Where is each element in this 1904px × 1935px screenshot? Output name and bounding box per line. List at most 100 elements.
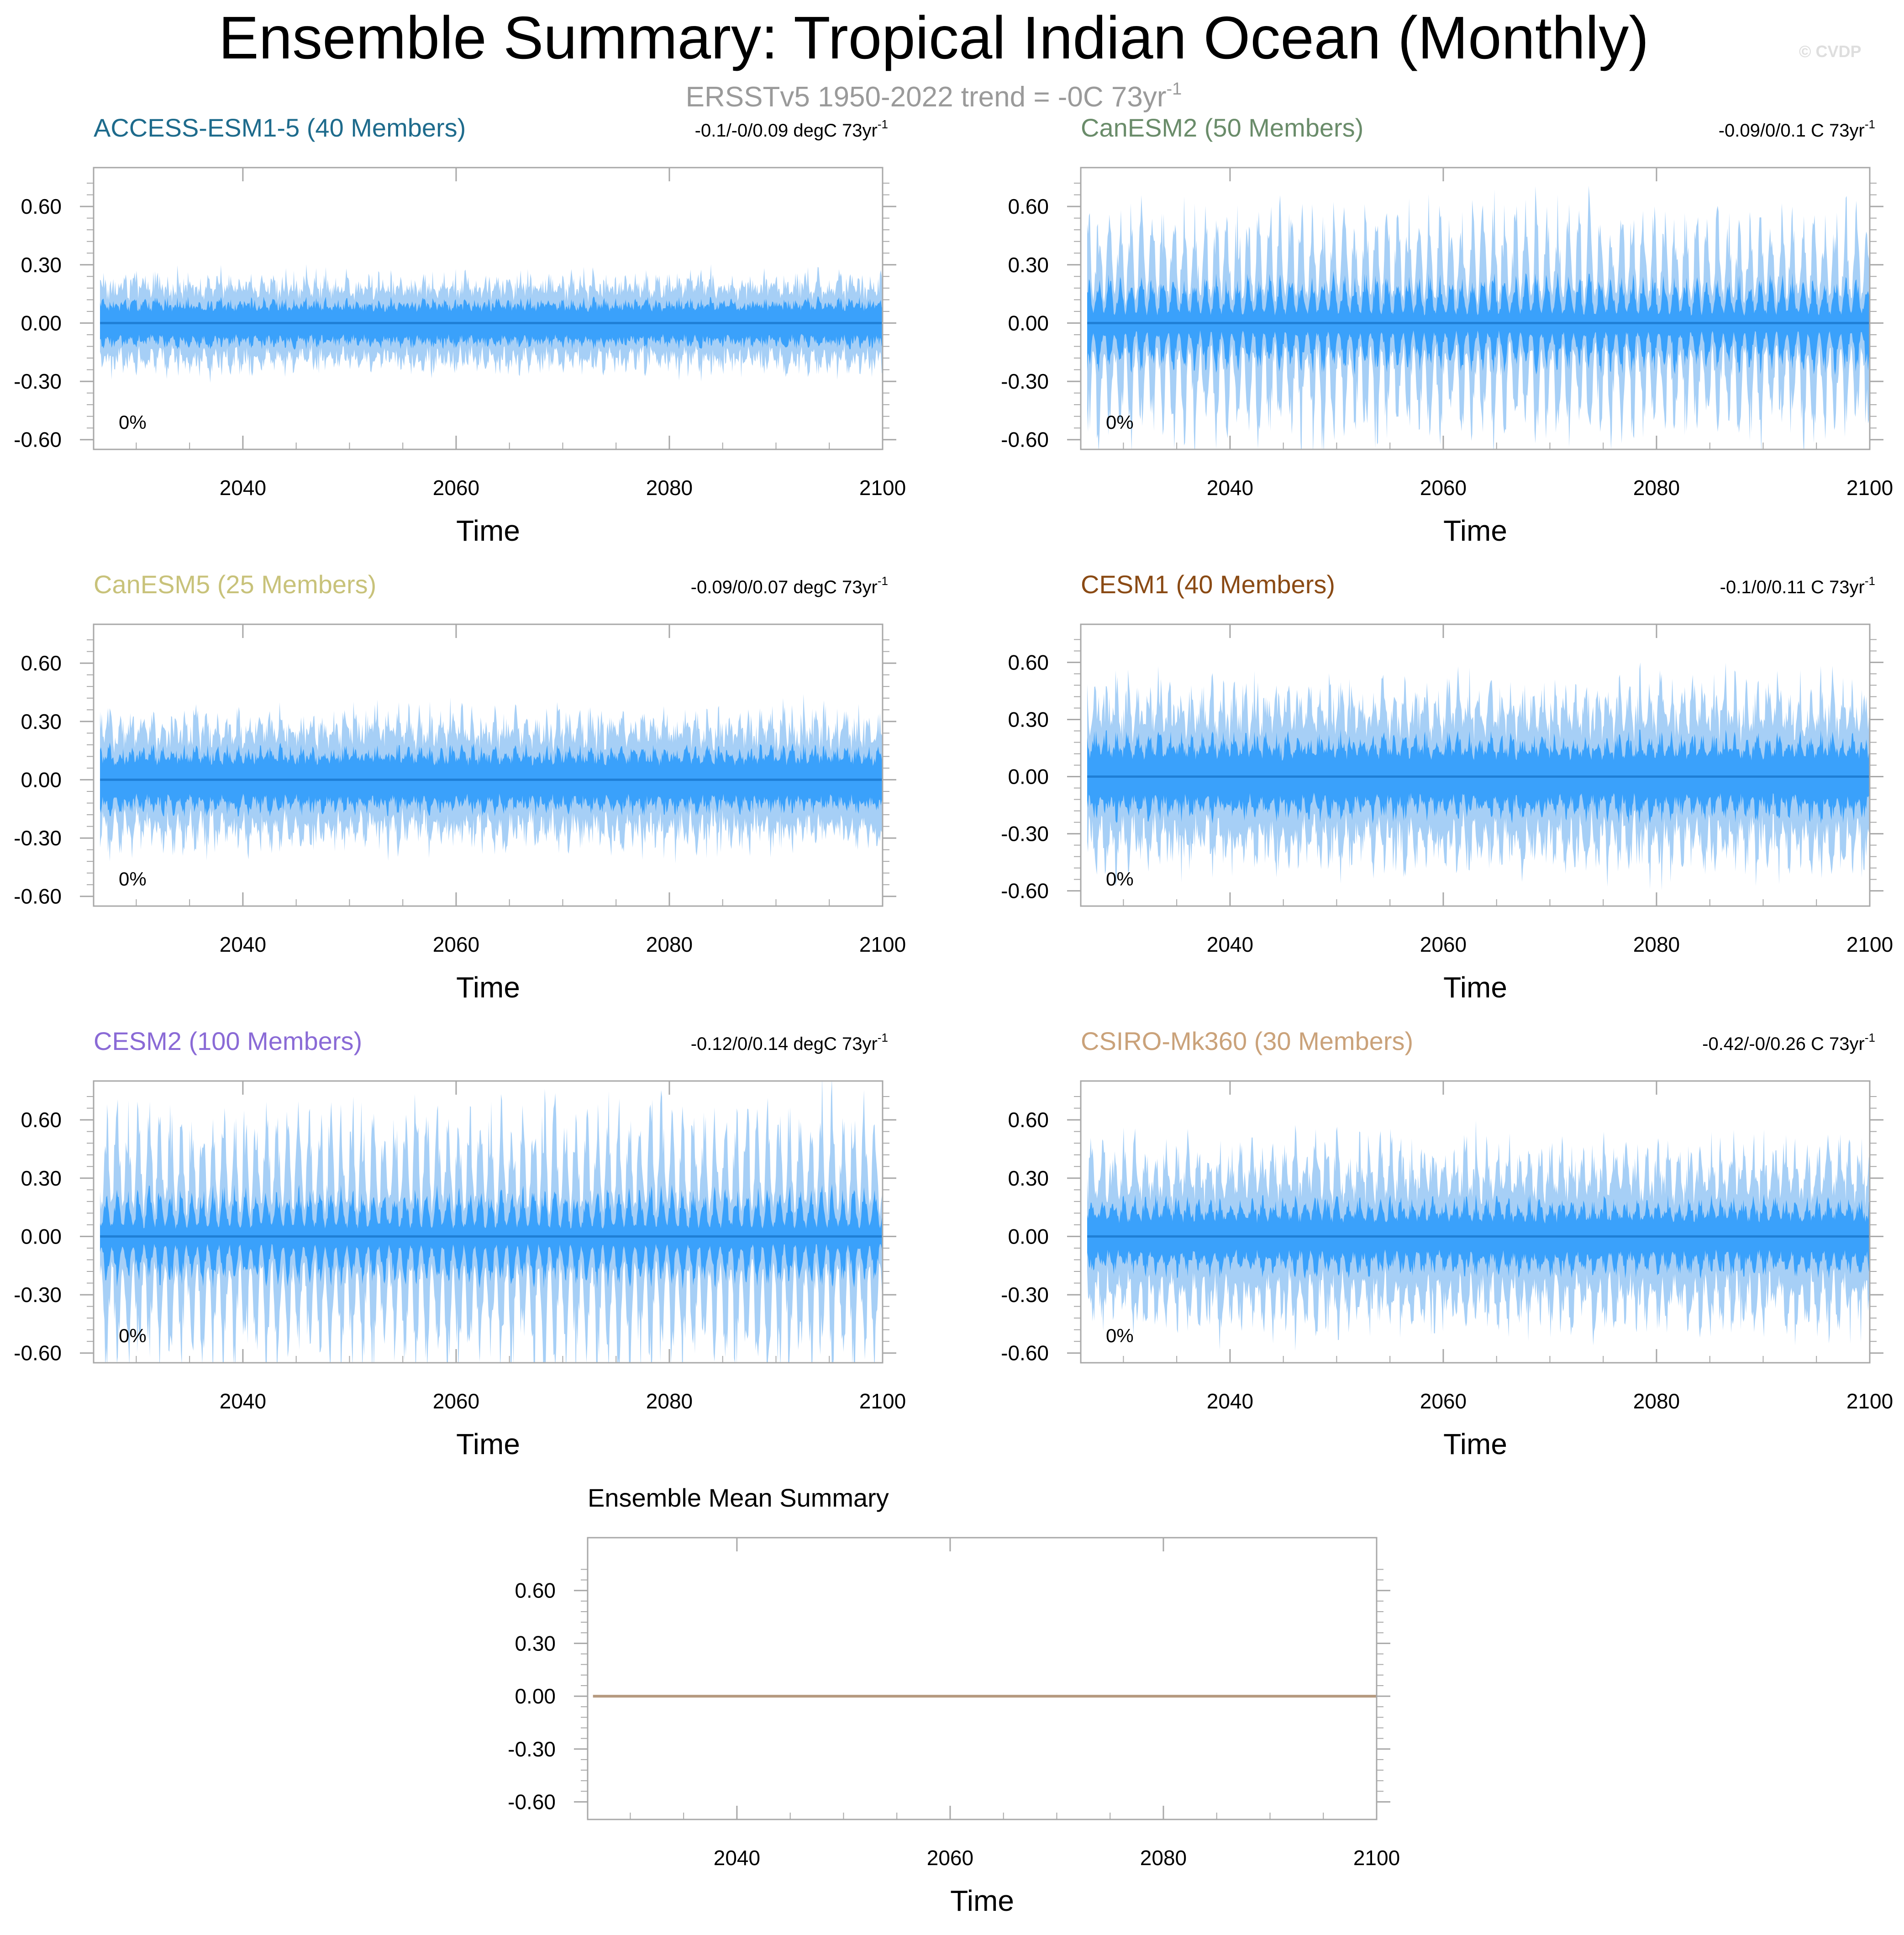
y-tick-label: 0.30 (515, 1631, 556, 1655)
x-tick-label: 2080 (1633, 1389, 1680, 1413)
panel-frame (1080, 1080, 1871, 1364)
y-tick-label: 0.60 (1008, 1108, 1049, 1132)
panel-6: CSIRO-Mk360 (30 Members) -0.42/-0/0.26 C … (1001, 1027, 1893, 1460)
y-tick-label: -0.30 (14, 369, 62, 393)
y-tick-label: 0.30 (21, 710, 62, 733)
x-axis-label: Time (950, 1884, 1014, 1917)
trend-label: -0.09/0/0.1 C 73yr-1 (1719, 117, 1875, 141)
y-tick-label: 0.30 (21, 253, 62, 277)
y-tick-label: -0.30 (14, 1283, 62, 1307)
panel-3: CanESM5 (25 Members) -0.09/0/0.07 degC 73… (14, 570, 906, 1004)
x-tick-label: 2060 (1420, 1389, 1467, 1413)
x-tick-label: 2100 (1353, 1846, 1400, 1870)
x-tick-label: 2100 (1846, 933, 1893, 956)
y-tick-label: -0.60 (1001, 1341, 1049, 1365)
x-tick-label: 2060 (1420, 933, 1467, 956)
y-tick-label: 0.00 (1008, 765, 1049, 789)
panel-frame (93, 623, 884, 907)
y-tick-label: 0.00 (1008, 1224, 1049, 1248)
y-tick-label: 0.30 (1008, 253, 1049, 277)
y-tick-label: -0.30 (1001, 822, 1049, 846)
cvdp-watermark: © CVDP (1799, 42, 1862, 61)
y-tick-label: -0.60 (14, 885, 62, 908)
x-tick-label: 2080 (646, 933, 693, 956)
panel-title: CanESM2 (50 Members) (1081, 113, 1363, 142)
y-tick-label: 0.60 (1008, 195, 1049, 218)
y-tick-label: 0.00 (21, 1224, 62, 1248)
x-tick-label: 2100 (859, 1389, 906, 1413)
trend-label: -0.1/-0/0.09 degC 73yr-1 (695, 117, 888, 141)
y-tick-label: 0.60 (1008, 650, 1049, 674)
trend-label: -0.42/-0/0.26 C 73yr-1 (1702, 1031, 1875, 1054)
x-axis-label: Time (456, 514, 520, 547)
y-tick-label: 0.60 (515, 1579, 556, 1603)
percent-label: 0% (1106, 868, 1134, 890)
panel-1: ACCESS-ESM1-5 (40 Members) -0.1/-0/0.09 d… (14, 113, 906, 547)
panel-frame (93, 167, 884, 450)
y-tick-label: 0.30 (21, 1166, 62, 1190)
panel-title: CESM1 (40 Members) (1081, 570, 1335, 599)
panel-4: CESM1 (40 Members) -0.1/0/0.11 C 73yr-1 0%… (1001, 570, 1893, 1004)
x-axis-label: Time (1443, 971, 1507, 1004)
panel-7: Ensemble Mean Summary 2040 2060 2080 2100 0.6… (508, 1483, 1400, 1917)
trend-label-text: -0.42/-0/0.26 C 73yr (1702, 1034, 1865, 1054)
observation-trend-subtitle: ERSSTv5 1950-2022 trend = -0C 73yr-1 (0, 73, 1867, 113)
x-axis-label: Time (1443, 514, 1507, 547)
x-tick-label: 2080 (1140, 1846, 1187, 1870)
trend-label-text: -0.1/0/0.11 C 73yr (1720, 577, 1865, 597)
plot-area (1087, 1120, 1870, 1351)
y-tick-label: 0.00 (515, 1684, 556, 1708)
x-tick-label: 2080 (1633, 476, 1680, 500)
x-tick-label: 2060 (433, 476, 479, 500)
y-tick-label: 0.60 (21, 651, 62, 675)
y-tick-label: -0.60 (1001, 879, 1049, 903)
x-tick-label: 2100 (1846, 1389, 1893, 1413)
trend-label-superscript: -1 (1865, 574, 1875, 588)
x-tick-label: 2060 (433, 1389, 479, 1413)
plot-area (1087, 185, 1870, 449)
x-tick-label: 2060 (433, 933, 479, 956)
y-tick-label: -0.60 (1001, 428, 1049, 452)
x-tick-label: 2040 (1207, 933, 1253, 956)
y-tick-label: -0.30 (508, 1737, 556, 1761)
x-tick-label: 2100 (859, 933, 906, 956)
plot-area (100, 694, 883, 864)
trend-label-superscript: -1 (878, 117, 888, 131)
y-tick-label: -0.30 (1001, 369, 1049, 393)
y-tick-label: -0.60 (508, 1790, 556, 1814)
panel-title: CSIRO-Mk360 (30 Members) (1081, 1027, 1413, 1055)
trend-label: -0.12/0/0.14 degC 73yr-1 (691, 1031, 888, 1054)
percent-label: 0% (119, 1325, 147, 1346)
panel-title: Ensemble Mean Summary (588, 1483, 889, 1512)
x-tick-label: 2060 (927, 1846, 973, 1870)
y-tick-label: 0.60 (21, 195, 62, 218)
percent-label: 0% (119, 411, 147, 433)
plot-area (100, 1081, 883, 1363)
panel-2: CanESM2 (50 Members) -0.09/0/0.1 C 73yr-1… (1001, 113, 1893, 547)
trend-label-text: -0.09/0/0.07 degC 73yr (691, 577, 878, 597)
x-tick-label: 2040 (220, 476, 266, 500)
trend-label-superscript: -1 (1865, 117, 1875, 131)
y-tick-label: 0.00 (21, 768, 62, 791)
x-tick-label: 2060 (1420, 476, 1467, 500)
panel-title: ACCESS-ESM1-5 (40 Members) (94, 113, 466, 142)
panel-title: CanESM5 (25 Members) (94, 570, 376, 599)
x-tick-label: 2080 (646, 476, 693, 500)
trend-label-superscript: -1 (878, 574, 888, 588)
plot-area (100, 264, 883, 383)
y-tick-label: -0.30 (14, 826, 62, 850)
panel-5: CESM2 (100 Members) -0.12/0/0.14 degC 73y… (14, 1027, 906, 1460)
y-tick-label: -0.30 (1001, 1283, 1049, 1307)
y-tick-label: 0.00 (21, 311, 62, 335)
trend-label-superscript: -1 (878, 1031, 888, 1044)
x-tick-label: 2040 (220, 933, 266, 956)
y-tick-label: -0.60 (14, 428, 62, 452)
plot-area (1087, 662, 1870, 891)
x-tick-label: 2080 (1633, 933, 1680, 956)
y-tick-label: -0.60 (14, 1341, 62, 1365)
y-tick-label: 0.30 (1008, 707, 1049, 731)
percent-label: 0% (1106, 411, 1134, 433)
x-axis-label: Time (456, 971, 520, 1004)
trend-label: -0.1/0/0.11 C 73yr-1 (1720, 574, 1875, 597)
